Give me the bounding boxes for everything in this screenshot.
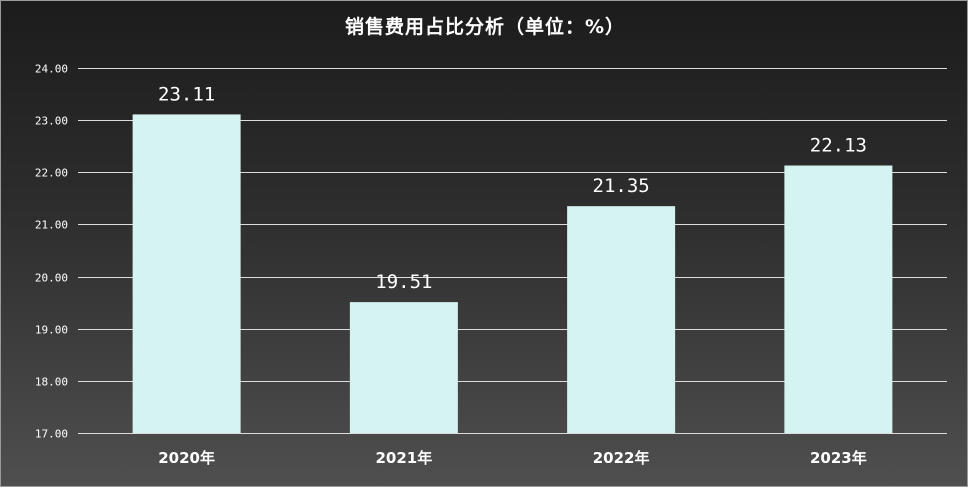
y-tick-label: 17.00 [35, 428, 68, 441]
data-label: 19.51 [375, 271, 432, 293]
y-tick-label: 22.00 [35, 167, 68, 180]
chart-title: 销售费用占比分析（单位：%） [344, 16, 626, 38]
y-tick-label: 18.00 [35, 376, 68, 389]
bar[interactable] [349, 302, 458, 433]
x-tick-label: 2023年 [810, 449, 867, 467]
data-label: 21.35 [593, 175, 650, 197]
y-tick-label: 20.00 [35, 272, 68, 285]
bar[interactable] [132, 114, 241, 434]
bar[interactable] [567, 206, 676, 433]
y-tick-label: 19.00 [35, 324, 68, 337]
x-tick-label: 2020年 [158, 449, 215, 467]
y-tick-label: 24.00 [35, 63, 68, 76]
y-tick-label: 23.00 [35, 115, 68, 128]
x-tick-label: 2021年 [376, 449, 433, 467]
y-tick-label: 21.00 [35, 219, 68, 232]
data-label: 22.13 [810, 135, 867, 157]
bar[interactable] [784, 165, 893, 433]
x-tick-label: 2022年 [593, 449, 650, 467]
data-label: 23.11 [158, 83, 215, 105]
